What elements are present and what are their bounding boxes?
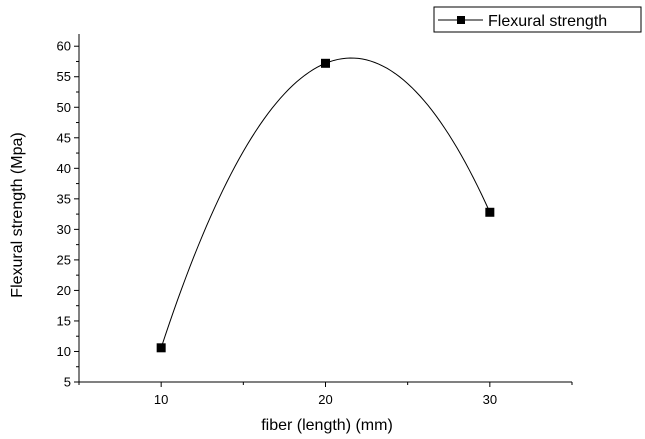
y-tick-label: 15: [57, 313, 71, 328]
x-tick-label: 30: [483, 392, 497, 407]
x-tick-label: 10: [154, 392, 168, 407]
legend-marker-sample: [457, 16, 465, 24]
y-tick-label: 55: [57, 69, 71, 84]
data-point-marker: [321, 58, 330, 68]
legend-label: Flexural strength: [488, 13, 607, 30]
y-tick-label: 25: [57, 252, 71, 267]
data-point-marker: [156, 343, 166, 353]
axes: [78, 34, 572, 383]
y-tick-label: 40: [57, 161, 71, 176]
legend: Flexural strength: [433, 6, 642, 33]
y-tick-label: 50: [57, 100, 71, 115]
x-axis-title: fiber (length) (mm): [261, 417, 393, 434]
data-point-marker: [485, 207, 495, 217]
y-tick-label: 35: [57, 191, 71, 206]
x-tick-label: 20: [318, 392, 332, 407]
y-ticks: 5 10 15 20 25 30 35 40 45 50 55 60: [57, 39, 79, 390]
y-tick-label: 30: [57, 222, 71, 237]
data-markers: [156, 58, 495, 353]
y-tick-label: 60: [57, 39, 71, 54]
y-tick-label: 20: [57, 283, 71, 298]
y-tick-label: 45: [57, 130, 71, 145]
y-axis-title: Flexural strength (Mpa): [9, 132, 26, 297]
y-tick-label: 5: [64, 375, 71, 390]
y-tick-label: 10: [57, 344, 71, 359]
x-ticks: 10 20 30: [78, 382, 573, 407]
series-line: [160, 57, 491, 348]
